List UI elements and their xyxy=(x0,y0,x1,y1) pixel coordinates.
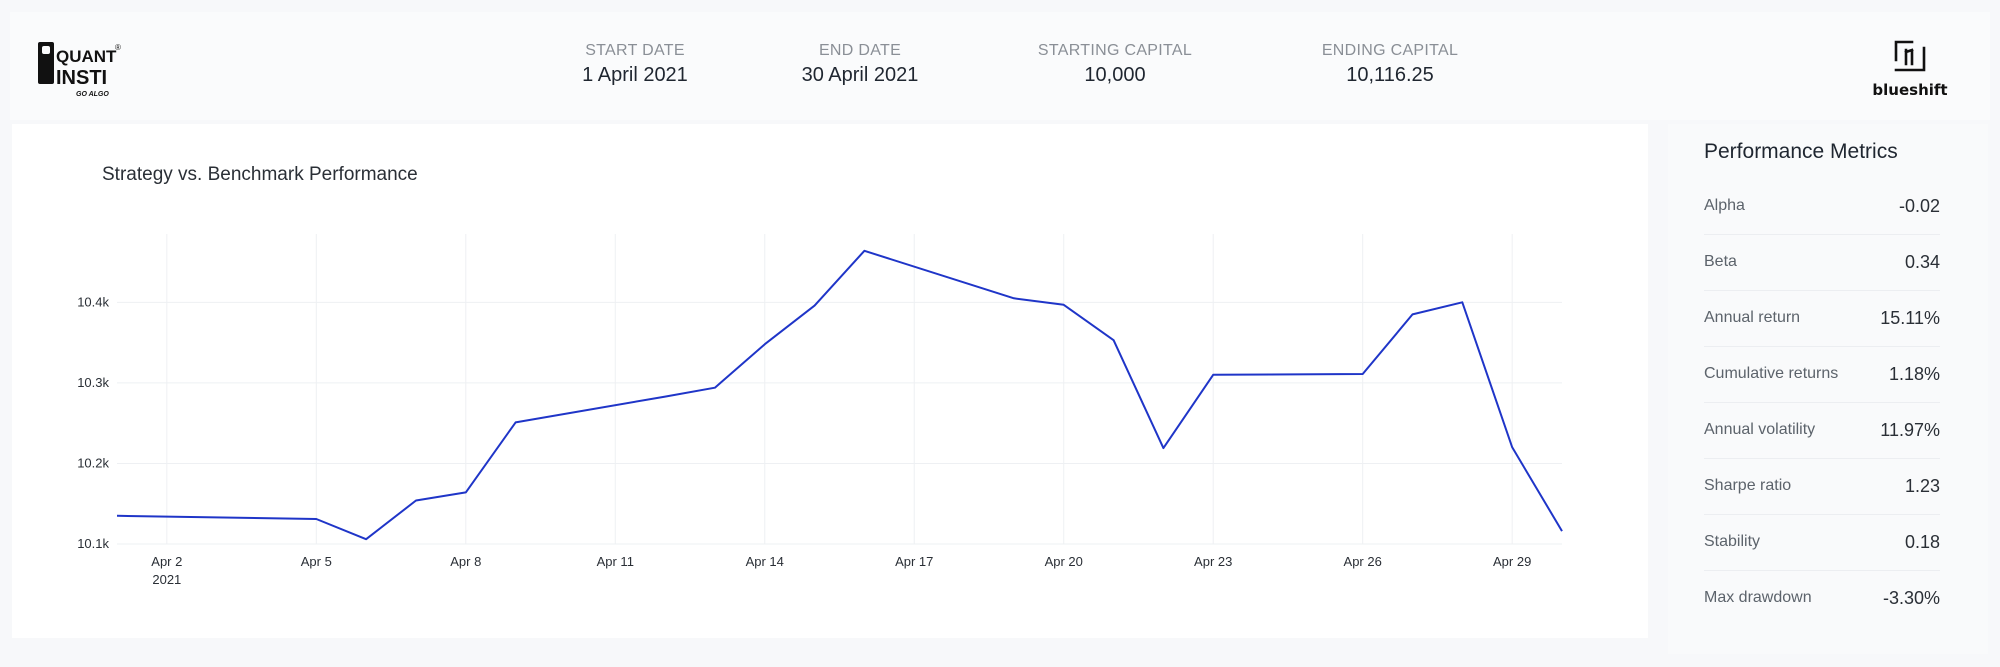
metric-row-cumulative-returns: Cumulative returns 1.18% xyxy=(1704,346,1940,403)
stat-start-date: START DATE 1 April 2021 xyxy=(530,42,740,87)
stat-starting-capital: STARTING CAPITAL 10,000 xyxy=(1000,42,1230,87)
logo-tagline: GO ALGO xyxy=(76,91,109,98)
stat-value: 30 April 2021 xyxy=(801,64,919,86)
logo-text-quant: QUANT xyxy=(56,47,117,66)
stat-value: 1 April 2021 xyxy=(582,64,688,86)
metric-label: Stability xyxy=(1704,533,1761,550)
x-tick-sublabel: 2021 xyxy=(152,572,181,587)
metric-row-annual-return: Annual return 15.11% xyxy=(1704,290,1940,347)
x-tick-label: Apr 5 xyxy=(301,554,332,569)
x-tick-label: Apr 26 xyxy=(1344,554,1382,569)
quantinsti-logo-mark: QUANT INSTI GO ALGO ® xyxy=(38,42,121,98)
metric-value: 15.11% xyxy=(1880,307,1940,328)
chart-gridlines xyxy=(117,234,1562,545)
metric-value: 0.18 xyxy=(1904,531,1940,552)
metric-label: Annual return xyxy=(1704,309,1801,326)
stat-value: 10,116.25 xyxy=(1346,64,1434,86)
quantinsti-logo[interactable]: QUANT INSTI GO ALGO ® xyxy=(36,40,136,110)
chart-title: Strategy vs. Benchmark Performance xyxy=(102,164,418,185)
metric-row-annual-volatility: Annual volatility 11.97% xyxy=(1704,402,1940,459)
metric-value: -0.02 xyxy=(1898,195,1940,216)
blueshift-logo[interactable]: blueshift xyxy=(1860,38,1960,118)
x-tick-label: Apr 14 xyxy=(746,554,784,569)
metric-row-stability: Stability 0.18 xyxy=(1704,514,1940,571)
y-tick-label: 10.3k xyxy=(77,375,109,390)
y-tick-label: 10.1k xyxy=(77,536,109,551)
x-axis-ticks: Apr 2 2021 Apr 5 Apr 8 Apr 11 Apr 14 Apr 17 Apr… xyxy=(151,554,1531,587)
performance-metrics-panel: Performance Metrics Alpha -0.02 Beta 0.3… xyxy=(1668,124,1988,654)
blueshift-icon xyxy=(1894,40,1926,72)
stat-label: STARTING CAPITAL xyxy=(1037,42,1193,59)
blueshift-wordmark: blueshift xyxy=(1872,81,1948,99)
metric-value: 1.23 xyxy=(1904,475,1940,496)
x-tick-label: Apr 2 xyxy=(151,554,182,569)
metric-value: -3.30% xyxy=(1882,587,1940,608)
stat-label: ENDING CAPITAL xyxy=(1321,42,1459,59)
metric-label: Annual volatility xyxy=(1704,421,1816,438)
metric-label: Beta xyxy=(1704,253,1737,270)
metric-label: Sharpe ratio xyxy=(1704,477,1792,494)
y-axis-ticks: 10.1k 10.2k 10.3k 10.4k xyxy=(77,294,109,551)
y-tick-label: 10.2k xyxy=(77,455,109,470)
metrics-title: Performance Metrics xyxy=(1704,140,1898,163)
metric-value: 0.34 xyxy=(1904,251,1940,272)
metric-row-beta: Beta 0.34 xyxy=(1704,234,1940,291)
metric-label: Alpha xyxy=(1704,197,1745,214)
x-tick-label: Apr 20 xyxy=(1045,554,1083,569)
summary-header: QUANT INSTI GO ALGO ® START DATE 1 April… xyxy=(10,12,1990,120)
performance-chart-card: Strategy vs. Benchmark Performance 10.1k… xyxy=(12,124,1648,638)
x-tick-label: Apr 11 xyxy=(597,554,634,569)
stat-value: 10,000 xyxy=(1084,64,1146,86)
performance-chart[interactable]: 10.1k 10.2k 10.3k 10.4k Apr 2 2021 Apr 5 Apr 8… xyxy=(12,124,1648,638)
x-tick-label: Apr 17 xyxy=(895,554,933,569)
stat-label: END DATE xyxy=(818,42,902,59)
y-tick-label: 10.4k xyxy=(77,294,109,309)
metric-value: 11.97% xyxy=(1880,419,1940,440)
logo-text-insti: INSTI xyxy=(56,67,107,89)
metric-row-alpha: Alpha -0.02 xyxy=(1704,178,1940,235)
x-tick-label: Apr 23 xyxy=(1194,554,1232,569)
x-tick-label: Apr 8 xyxy=(450,554,481,569)
x-tick-label: Apr 29 xyxy=(1493,554,1531,569)
logo-registered-mark: ® xyxy=(115,43,121,52)
strategy-series-line[interactable] xyxy=(116,249,1563,541)
chart-series xyxy=(116,249,1563,541)
stat-end-date: END DATE 30 April 2021 xyxy=(755,42,965,87)
metric-label: Cumulative returns xyxy=(1704,365,1839,382)
metric-row-sharpe-ratio: Sharpe ratio 1.23 xyxy=(1704,458,1940,515)
metric-row-max-drawdown: Max drawdown -3.30% xyxy=(1704,570,1940,626)
stat-label: START DATE xyxy=(585,42,685,59)
metric-value: 1.18% xyxy=(1888,363,1940,384)
stat-ending-capital: ENDING CAPITAL 10,116.25 xyxy=(1275,42,1505,87)
metric-label: Max drawdown xyxy=(1704,589,1812,606)
